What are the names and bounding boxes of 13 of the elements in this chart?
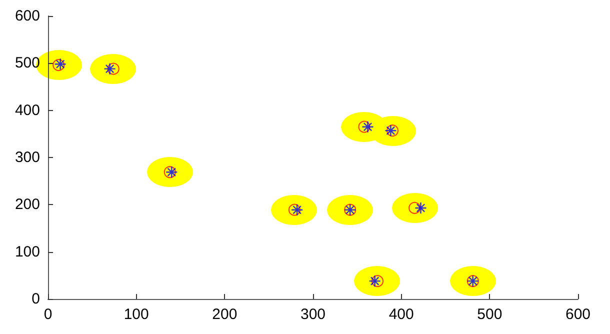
x-tick-label: 500 (477, 306, 502, 323)
y-tick-label: 600 (14, 8, 40, 24)
x-tick-label: 400 (388, 306, 414, 323)
x-tick-label: 0 (44, 306, 52, 323)
y-tick-label: 400 (14, 102, 40, 119)
x-tick-label: 600 (565, 306, 591, 323)
x-tick-label: 300 (300, 306, 326, 323)
y-tick-label: 200 (14, 196, 40, 214)
y-tick-label: 100 (14, 243, 40, 260)
x-tick-label: 100 (124, 306, 149, 323)
y-tick-label: 300 (14, 149, 40, 166)
y-tick-label: 0 (32, 290, 40, 308)
x-tick-label: 200 (212, 306, 238, 323)
